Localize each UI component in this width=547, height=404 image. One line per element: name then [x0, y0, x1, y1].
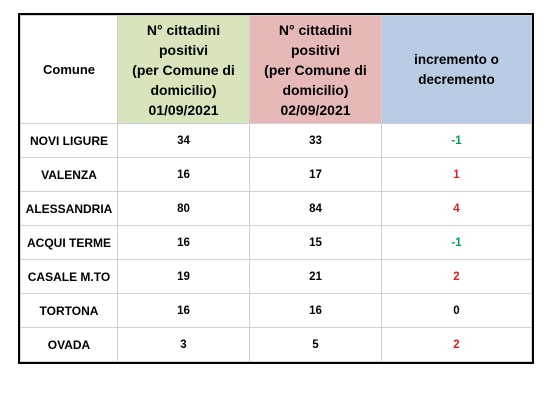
table-row: VALENZA 16 17 1: [20, 157, 532, 192]
cell-date2: 21: [249, 259, 382, 294]
cell-comune: VALENZA: [20, 157, 118, 192]
cell-date1: 19: [117, 259, 250, 294]
header-date2-line: positivi: [290, 41, 340, 58]
header-row: Comune N° cittadini positivi (per Comune…: [20, 15, 532, 124]
header-date1-line: domicilio): [150, 81, 217, 98]
table-row: CASALE M.TO 19 21 2: [20, 259, 532, 294]
cell-comune: NOVI LIGURE: [20, 123, 118, 158]
cell-comune: TORTONA: [20, 293, 118, 328]
cell-comune: ACQUI TERME: [20, 225, 118, 260]
table-row: NOVI LIGURE 34 33 -1: [20, 123, 532, 158]
header-date2-line: domicilio): [282, 81, 349, 98]
table-row: OVADA 3 5 2: [20, 327, 532, 362]
table-row: ACQUI TERME 16 15 -1: [20, 225, 532, 260]
cell-date1: 34: [117, 123, 250, 158]
header-date1: N° cittadini positivi (per Comune di dom…: [117, 15, 250, 124]
header-date1-line: 01/09/2021: [148, 101, 219, 118]
header-change-line: incremento o: [414, 51, 499, 67]
cell-date1: 16: [117, 225, 250, 260]
cell-change: 2: [381, 327, 532, 362]
cell-date1: 80: [117, 191, 250, 226]
covid-positives-table: Comune N° cittadini positivi (per Comune…: [18, 13, 534, 364]
header-comune: Comune: [20, 15, 118, 124]
cell-change: 1: [381, 157, 532, 192]
cell-comune: CASALE M.TO: [20, 259, 118, 294]
cell-date2: 17: [249, 157, 382, 192]
cell-change: 4: [381, 191, 532, 226]
cell-date1: 16: [117, 157, 250, 192]
header-date2-line: (per Comune di: [264, 61, 367, 78]
header-date2-line: N° cittadini: [278, 21, 353, 38]
cell-date2: 15: [249, 225, 382, 260]
cell-change: 0: [381, 293, 532, 328]
cell-date1: 3: [117, 327, 250, 362]
cell-change: 2: [381, 259, 532, 294]
header-date1-line: N° cittadini: [146, 21, 221, 38]
header-date1-line: positivi: [158, 41, 208, 58]
table-row: TORTONA 16 16 0: [20, 293, 532, 328]
header-date2: N° cittadini positivi (per Comune di dom…: [249, 15, 382, 124]
header-date2-line: 02/09/2021: [280, 101, 351, 118]
cell-change: -1: [381, 123, 532, 158]
cell-comune: ALESSANDRIA: [20, 191, 118, 226]
header-change: incremento o decremento: [381, 15, 532, 124]
cell-date2: 84: [249, 191, 382, 226]
cell-date2: 33: [249, 123, 382, 158]
cell-date2: 5: [249, 327, 382, 362]
cell-change: -1: [381, 225, 532, 260]
header-change-line: decremento: [418, 71, 495, 87]
cell-comune: OVADA: [20, 327, 118, 362]
cell-date2: 16: [249, 293, 382, 328]
table-row: ALESSANDRIA 80 84 4: [20, 191, 532, 226]
header-date1-line: (per Comune di: [132, 61, 235, 78]
cell-date1: 16: [117, 293, 250, 328]
